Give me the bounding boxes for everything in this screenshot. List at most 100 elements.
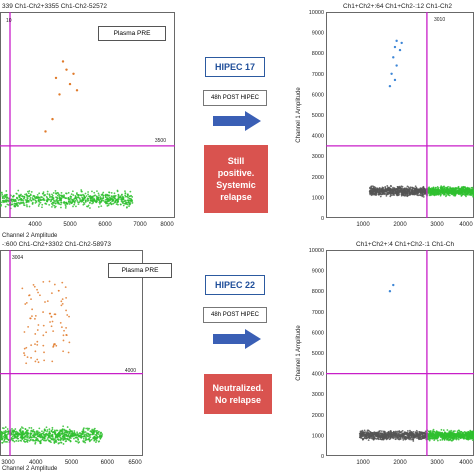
droplet-point <box>401 435 404 438</box>
droplet-point <box>84 433 86 436</box>
droplet-point <box>16 203 19 206</box>
droplet-point <box>69 197 72 200</box>
droplet-point <box>30 427 33 429</box>
droplet-point <box>42 324 45 327</box>
droplet-point <box>51 426 54 429</box>
droplet-point <box>457 438 460 441</box>
droplet-point <box>60 201 63 204</box>
droplet-point <box>387 430 390 433</box>
droplet-point <box>429 430 432 432</box>
droplet-point <box>68 341 71 344</box>
droplet-point <box>30 356 32 359</box>
droplet-point <box>447 194 450 196</box>
droplet-point <box>14 203 17 205</box>
droplet-point <box>4 195 7 198</box>
droplet-point <box>100 205 103 207</box>
droplet-point <box>447 432 450 435</box>
droplet-point <box>58 435 60 437</box>
droplet-point <box>411 186 414 189</box>
droplet-point <box>32 283 35 286</box>
droplet-point <box>451 192 454 194</box>
droplet-point <box>66 426 69 428</box>
droplet-point <box>75 436 78 439</box>
droplet-point <box>80 190 83 193</box>
x-tick-label: 6000 <box>101 460 115 466</box>
droplet-point <box>40 434 42 436</box>
droplet-point <box>49 437 52 440</box>
droplet-point <box>129 190 132 193</box>
droplet-point <box>407 188 410 191</box>
droplet-point <box>25 440 28 443</box>
droplet-point <box>360 431 363 433</box>
droplet-point <box>124 192 127 195</box>
x-tick-label: 1000 <box>356 460 370 466</box>
droplet-point <box>0 431 3 433</box>
droplet-point <box>20 199 23 202</box>
droplet-point <box>408 191 411 194</box>
droplet-point <box>466 189 468 192</box>
droplet-point <box>88 427 91 430</box>
droplet-point <box>396 430 399 433</box>
droplet-point <box>68 198 71 201</box>
droplet-point <box>368 432 371 435</box>
droplet-point <box>42 311 44 313</box>
droplet-point <box>373 437 376 439</box>
droplet-point <box>460 430 463 433</box>
droplet-point <box>0 432 2 435</box>
droplet-point <box>32 428 35 431</box>
droplet-point <box>92 197 95 200</box>
droplet-point <box>40 196 43 198</box>
y-tick-label: 1000 <box>312 433 324 439</box>
droplet-point <box>60 441 63 444</box>
droplet-point <box>458 429 461 432</box>
x-tick-label: 6500 <box>128 460 142 466</box>
droplet-point <box>419 190 422 193</box>
droplet-point <box>370 185 373 188</box>
droplet-point <box>81 431 84 433</box>
droplet-point <box>57 202 60 204</box>
droplet-point <box>412 430 415 433</box>
y-tick-label: 5000 <box>312 113 324 119</box>
droplet-point <box>373 192 375 195</box>
droplet-point <box>127 193 129 196</box>
droplet-point <box>73 201 76 204</box>
droplet-point <box>34 202 37 204</box>
droplet-point <box>366 429 369 432</box>
droplet-point <box>90 199 93 202</box>
droplet-point <box>367 439 370 441</box>
droplet-point <box>38 196 41 199</box>
droplet-point <box>29 436 32 438</box>
droplet-point <box>415 429 418 432</box>
y-tick-label: 10000 <box>309 248 324 254</box>
x-tick-label: 5000 <box>65 460 79 466</box>
droplet-point <box>414 190 417 193</box>
droplet-point <box>51 198 53 201</box>
droplet-point <box>369 435 372 438</box>
droplet-point <box>390 432 393 435</box>
droplet-point <box>386 185 389 187</box>
droplet-point <box>62 443 65 445</box>
droplet-point <box>435 186 437 189</box>
droplet-point <box>442 429 445 432</box>
droplet-point <box>117 199 119 202</box>
droplet-point <box>34 350 37 353</box>
droplet-point <box>82 203 85 206</box>
droplet-point <box>446 437 449 440</box>
droplet-point <box>62 425 65 428</box>
droplet-point <box>408 438 411 441</box>
threshold-value-label: 3010 <box>434 17 445 23</box>
data-point <box>392 56 395 59</box>
droplet-point <box>41 430 43 433</box>
droplet-point <box>45 426 48 429</box>
droplet-point <box>63 200 66 203</box>
droplet-point <box>117 196 120 198</box>
droplet-point <box>36 288 38 291</box>
droplet-point <box>52 192 55 194</box>
droplet-point <box>399 189 402 192</box>
droplet-point <box>431 430 434 432</box>
droplet-point <box>22 201 25 204</box>
data-point <box>400 41 403 45</box>
droplet-point <box>95 439 98 442</box>
droplet-point <box>359 436 361 438</box>
droplet-point <box>402 439 405 441</box>
